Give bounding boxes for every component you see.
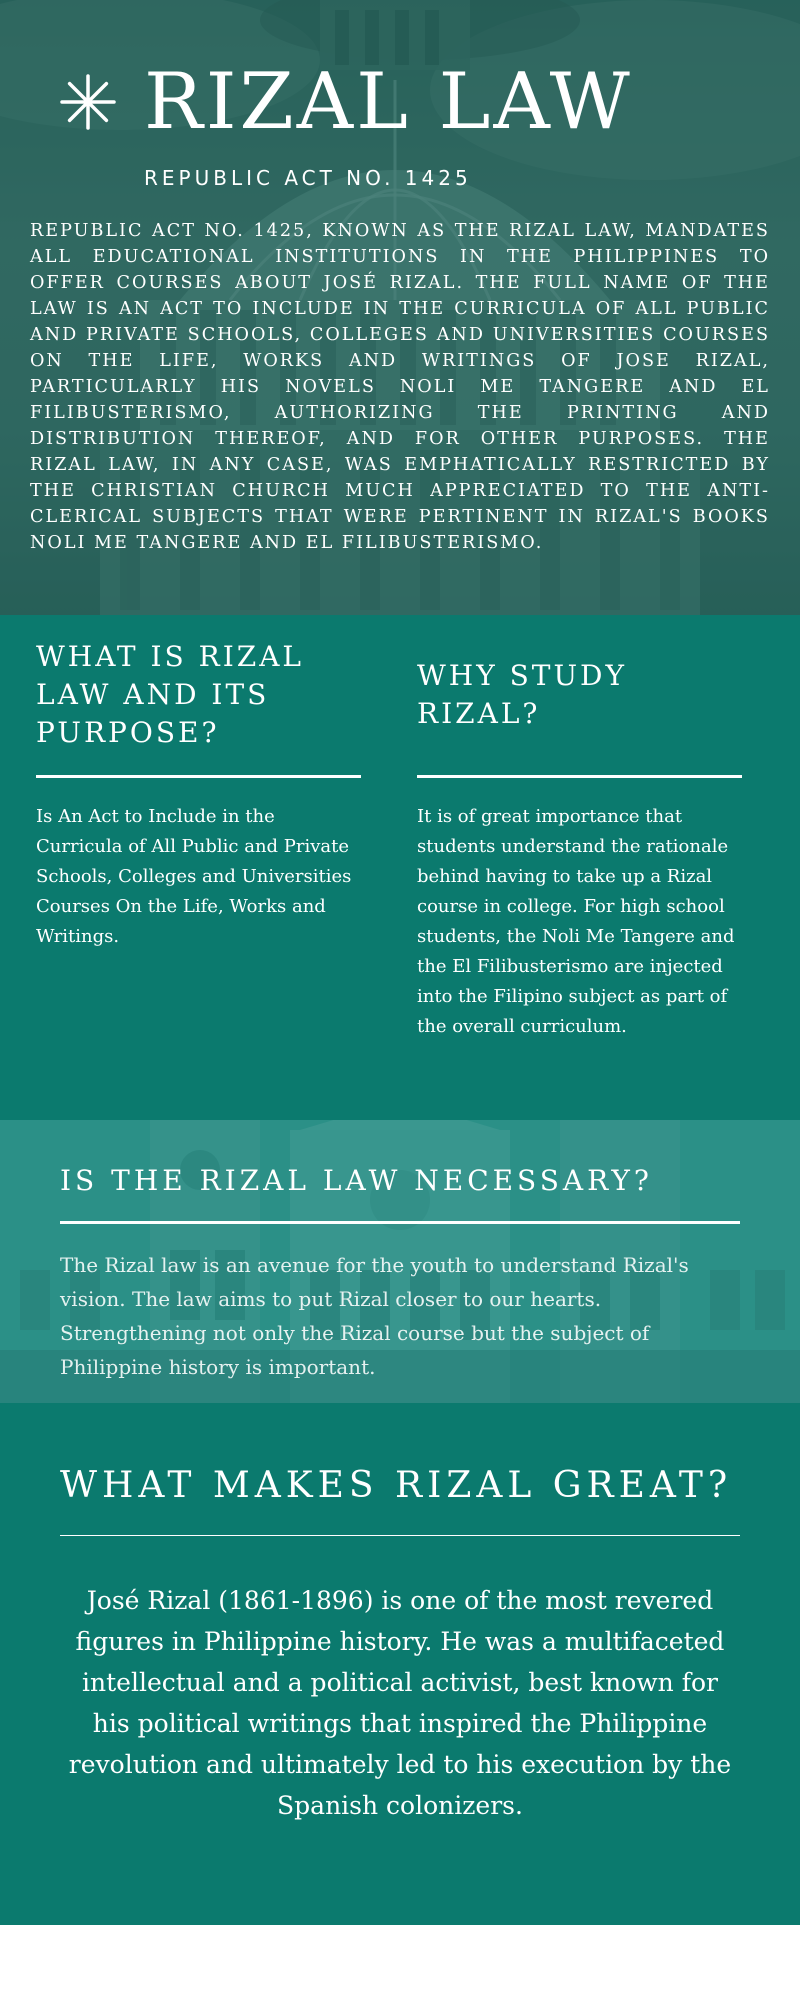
purpose-column: WHAT IS RIZAL LAW AND ITS PURPOSE? Is An… bbox=[36, 615, 361, 952]
necessary-divider bbox=[60, 1221, 740, 1224]
intro-paragraph: REPUBLIC ACT NO. 1425, KNOWN AS THE RIZA… bbox=[30, 221, 770, 553]
capitol-dome-photo bbox=[0, 0, 800, 615]
purpose-text: Is An Act to Include in the Curricula of… bbox=[36, 806, 352, 947]
page-subtitle: REPUBLIC ACT NO. 1425 bbox=[144, 166, 472, 190]
great-divider bbox=[60, 1535, 740, 1536]
purpose-why-section: WHAT IS RIZAL LAW AND ITS PURPOSE? Is An… bbox=[0, 615, 800, 1120]
why-column: WHY STUDY RIZAL? It is of great importan… bbox=[417, 615, 742, 1042]
necessary-section: IS THE RIZAL LAW NECESSARY? The Rizal la… bbox=[0, 1120, 800, 1403]
why-text: It is of great importance that students … bbox=[417, 806, 735, 1037]
why-divider bbox=[417, 775, 742, 778]
great-heading: WHAT MAKES RIZAL GREAT? bbox=[60, 1465, 733, 1506]
great-section: WHAT MAKES RIZAL GREAT? José Rizal (1861… bbox=[0, 1403, 800, 1925]
purpose-divider bbox=[36, 775, 361, 778]
hero-overlay bbox=[0, 0, 800, 615]
necessary-text: The Rizal law is an avenue for the youth… bbox=[60, 1253, 689, 1379]
asterisk-icon bbox=[60, 74, 116, 130]
purpose-heading: WHAT IS RIZAL LAW AND ITS PURPOSE? bbox=[36, 640, 305, 749]
necessary-overlay bbox=[0, 1120, 800, 1403]
why-heading: WHY STUDY RIZAL? bbox=[417, 659, 627, 730]
necessary-heading: IS THE RIZAL LAW NECESSARY? bbox=[60, 1164, 653, 1197]
title-row: RIZAL LAW bbox=[58, 52, 633, 152]
hero-section: RIZAL LAW REPUBLIC ACT NO. 1425 REPUBLIC… bbox=[0, 0, 800, 615]
page-title: RIZAL LAW bbox=[144, 57, 633, 147]
great-text: José Rizal (1861-1896) is one of the mos… bbox=[68, 1586, 732, 1820]
